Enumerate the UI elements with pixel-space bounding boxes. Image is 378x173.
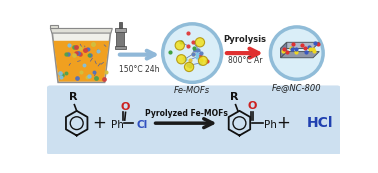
Bar bbox=[119, 22, 122, 29]
Circle shape bbox=[270, 27, 323, 79]
Bar bbox=[115, 46, 125, 49]
Bar bbox=[115, 28, 125, 32]
Text: O: O bbox=[120, 102, 129, 112]
Polygon shape bbox=[280, 42, 287, 58]
Bar bbox=[116, 31, 124, 47]
Polygon shape bbox=[50, 25, 58, 29]
Text: R: R bbox=[68, 92, 77, 102]
Text: 800°C Ar: 800°C Ar bbox=[228, 56, 262, 65]
Circle shape bbox=[195, 38, 204, 47]
Polygon shape bbox=[280, 52, 319, 58]
Text: Ph: Ph bbox=[111, 120, 124, 130]
Text: Pyrolyzed Fe-MOFs: Pyrolyzed Fe-MOFs bbox=[144, 109, 228, 118]
Text: Fe-MOFs: Fe-MOFs bbox=[174, 86, 210, 95]
Text: 150°C 24h: 150°C 24h bbox=[119, 65, 160, 74]
Text: Ph: Ph bbox=[264, 120, 277, 130]
Circle shape bbox=[177, 55, 186, 64]
Polygon shape bbox=[52, 30, 111, 82]
Text: HCl: HCl bbox=[307, 116, 333, 130]
Text: Cl: Cl bbox=[136, 120, 148, 130]
Text: Pyrolysis: Pyrolysis bbox=[223, 35, 266, 44]
Polygon shape bbox=[53, 41, 109, 82]
Circle shape bbox=[198, 56, 208, 65]
Circle shape bbox=[184, 62, 194, 72]
Text: R: R bbox=[230, 92, 238, 102]
Polygon shape bbox=[50, 29, 112, 33]
FancyBboxPatch shape bbox=[46, 85, 341, 155]
Polygon shape bbox=[280, 42, 319, 48]
Circle shape bbox=[175, 41, 184, 50]
Text: +: + bbox=[277, 114, 291, 132]
Circle shape bbox=[163, 24, 222, 82]
Text: +: + bbox=[92, 114, 106, 132]
Text: Fe@NC-800: Fe@NC-800 bbox=[272, 83, 322, 92]
Text: O: O bbox=[247, 101, 257, 111]
